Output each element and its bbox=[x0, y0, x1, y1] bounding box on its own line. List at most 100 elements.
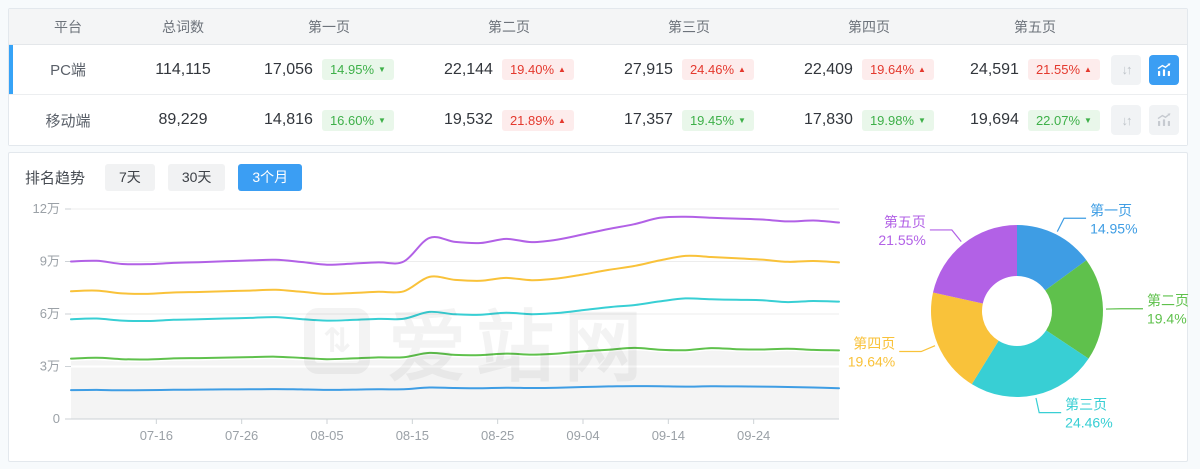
arrow-up-icon: ▲ bbox=[918, 65, 926, 74]
donut-label-name: 第五页 bbox=[884, 214, 926, 230]
y-axis-tick-label: 9万 bbox=[40, 254, 60, 269]
arrow-down-icon: ▼ bbox=[1084, 115, 1092, 125]
x-axis-tick-label: 09-24 bbox=[737, 428, 770, 443]
tab-3-months[interactable]: 3个月 bbox=[238, 163, 303, 192]
donut-label-pct: 14.95% bbox=[1090, 220, 1137, 236]
trend-title: 排名趋势 bbox=[25, 170, 86, 187]
donut-slice-第二页 bbox=[1045, 260, 1103, 359]
x-axis-tick-label: 09-04 bbox=[566, 428, 599, 443]
page-count: 17,056 bbox=[264, 60, 313, 78]
y-axis-tick-label: 3万 bbox=[40, 359, 60, 374]
donut-slice-第三页 bbox=[971, 330, 1089, 397]
donut-slice-第四页 bbox=[931, 292, 999, 385]
change-badge: 22.07% ▼ bbox=[1027, 109, 1100, 131]
series-第五页 bbox=[70, 215, 840, 266]
trend-line-chart: 07-16 07-26 08-05 08-15 08-25 09-04 09-14 09-24… bbox=[33, 201, 840, 443]
change-badge: 14.95% ▼ bbox=[321, 59, 394, 80]
arrow-up-icon: ▲ bbox=[1084, 65, 1092, 74]
trend-chart-icon-glyph bbox=[1157, 113, 1171, 126]
row-actions: ↓↑ bbox=[1111, 54, 1193, 85]
table-row[interactable]: 移动端 89,229 14,816 16.60% ▼ 19,532 21.89% ▲ 17,… bbox=[9, 95, 1187, 145]
tab-7-days[interactable]: 7天 bbox=[105, 163, 155, 192]
page-cell: 24,591 21.55% ▲ bbox=[959, 59, 1111, 80]
page-cell: 22,144 19.40% ▲ bbox=[419, 59, 599, 80]
page-cell: 19,532 21.89% ▲ bbox=[419, 109, 599, 131]
page-count: 22,409 bbox=[804, 60, 853, 78]
x-axis-tick-label: 08-05 bbox=[310, 428, 343, 443]
area-fill bbox=[71, 350, 839, 419]
label-leader-line bbox=[1056, 217, 1087, 232]
table-row[interactable]: PC端 114,115 17,056 14.95% ▼ 22,144 19.40% ▲ 27… bbox=[9, 45, 1187, 95]
trend-header: 排名趋势 7天 30天 3个月 bbox=[9, 153, 1187, 193]
y-axis-tick-label: 0 bbox=[53, 411, 60, 426]
donut-label-name: 第二页 bbox=[1147, 293, 1189, 309]
y-axis-tick-label: 12万 bbox=[33, 201, 60, 216]
arrow-down-icon: ▼ bbox=[378, 65, 386, 74]
x-axis-tick-label: 08-15 bbox=[396, 428, 429, 443]
donut-label-name: 第四页 bbox=[853, 336, 895, 352]
series-第二页 bbox=[70, 346, 840, 361]
page-count: 27,915 bbox=[624, 60, 673, 78]
rank-trend-panel: 排名趋势 7天 30天 3个月 ⇅ 爱站网 07-1607-2608-0508-… bbox=[8, 152, 1189, 462]
sort-icon[interactable]: ↓↑ bbox=[1111, 105, 1141, 135]
x-axis-tick-label: 09-14 bbox=[652, 428, 685, 443]
arrow-up-icon: ▲ bbox=[558, 65, 566, 74]
trend-chart-icon[interactable] bbox=[1149, 105, 1179, 135]
page-count: 19,694 bbox=[970, 111, 1019, 128]
x-axis-tick-label: 07-16 bbox=[140, 428, 173, 443]
series-第三页 bbox=[70, 297, 840, 323]
page-count: 24,591 bbox=[970, 60, 1019, 78]
arrow-up-icon: ▲ bbox=[738, 65, 746, 74]
donut-label-pct: 19.4% bbox=[1147, 311, 1187, 327]
tab-30-days[interactable]: 30天 bbox=[167, 163, 226, 192]
page-count: 17,357 bbox=[624, 111, 673, 128]
arrow-up-icon: ▲ bbox=[558, 115, 566, 125]
page-cell: 17,056 14.95% ▼ bbox=[239, 59, 419, 80]
row-actions: ↓↑ bbox=[1111, 105, 1193, 135]
arrow-down-icon: ▼ bbox=[378, 115, 386, 125]
change-badge: 19.40% ▲ bbox=[501, 59, 574, 80]
change-badge: 24.46% ▲ bbox=[681, 59, 754, 80]
trend-range-tabs: 7天 30天 3个月 bbox=[105, 163, 303, 192]
label-leader-line bbox=[929, 229, 962, 243]
page-count: 19,532 bbox=[444, 111, 493, 128]
page-count: 17,830 bbox=[804, 111, 853, 128]
donut-label-name: 第一页 bbox=[1090, 202, 1132, 218]
arrow-down-icon: ▼ bbox=[738, 115, 746, 125]
col-header-total: 总词数 bbox=[162, 18, 204, 35]
change-badge: 21.55% ▲ bbox=[1027, 59, 1100, 80]
label-leader-line bbox=[899, 345, 936, 353]
page-cell: 22,409 19.64% ▲ bbox=[779, 59, 959, 80]
donut-label-pct: 21.55% bbox=[878, 232, 925, 248]
y-axis-tick-label: 6万 bbox=[40, 306, 60, 321]
page-cell: 17,830 19.98% ▼ bbox=[779, 109, 959, 131]
col-header-page1: 第一页 bbox=[308, 18, 350, 35]
donut-slice-第五页 bbox=[933, 225, 1017, 304]
series-第一页 bbox=[70, 385, 840, 392]
donut-label-pct: 19.64% bbox=[848, 354, 895, 370]
change-badge: 19.45% ▼ bbox=[681, 109, 754, 131]
total-words: 89,229 bbox=[158, 111, 208, 128]
table-header: 平台 总词数 第一页 第二页 第三页 第四页 第五页 bbox=[9, 9, 1187, 45]
page-distribution-donut-chart: 第一页 14.95% 第二页 19.4% 第三页 24.46% 第四页 19.64% 第五页 21… bbox=[848, 202, 1189, 431]
platform-name: 移动端 bbox=[45, 112, 91, 130]
trend-chart-icon-glyph bbox=[1157, 62, 1171, 76]
trend-chart-icon[interactable] bbox=[1149, 54, 1179, 85]
col-header-platform: 平台 bbox=[54, 18, 82, 35]
label-leader-line bbox=[1035, 397, 1062, 414]
col-header-page5: 第五页 bbox=[1014, 18, 1056, 35]
page-cell: 14,816 16.60% ▼ bbox=[239, 109, 419, 131]
change-badge: 16.60% ▼ bbox=[321, 109, 394, 131]
sort-icon[interactable]: ↓↑ bbox=[1111, 54, 1141, 85]
x-axis-tick-label: 07-26 bbox=[225, 428, 258, 443]
page-distribution-area: 第一页 14.95% 第二页 19.4% 第三页 24.46% 第四页 19.64% 第五页 21… bbox=[848, 193, 1189, 461]
donut-label-name: 第三页 bbox=[1065, 397, 1107, 413]
keyword-rank-table: 平台 总词数 第一页 第二页 第三页 第四页 第五页 PC端 114,115 17,… bbox=[8, 8, 1188, 146]
change-badge: 19.98% ▼ bbox=[861, 109, 934, 131]
x-axis-tick-label: 08-25 bbox=[481, 428, 514, 443]
arrow-down-icon: ▼ bbox=[918, 115, 926, 125]
page-count: 22,144 bbox=[444, 60, 493, 78]
page-cell: 27,915 24.46% ▲ bbox=[599, 59, 779, 80]
donut-label-pct: 24.46% bbox=[1065, 415, 1112, 431]
page-cell: 17,357 19.45% ▼ bbox=[599, 109, 779, 131]
